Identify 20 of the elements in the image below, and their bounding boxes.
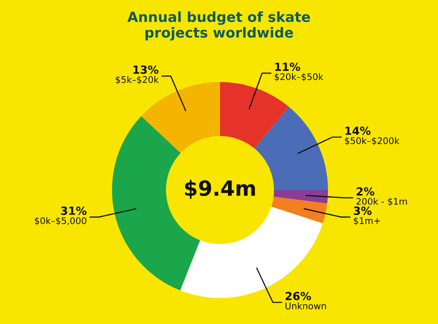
donut-slice [274,190,328,204]
slice-label: $5k–$20k [116,76,159,84]
slice-label: $1m+ [354,217,380,226]
data-label: 13% [133,65,158,74]
slice-label: $20k–$50k [274,73,324,82]
data-label: 26% [286,292,312,300]
data-label: 2% [356,187,374,196]
data-label: 31% [61,206,87,215]
donut-slice [271,196,328,224]
chart-title: Annual budget of skate projects worldwide [127,11,310,41]
data-label: 11% [275,62,300,71]
text: $9.4m [185,180,255,199]
slice-label: $0k–$5,000 [34,217,86,226]
data-label: 3% [354,206,372,215]
slice-label: Unknown [286,302,326,310]
slice-label: $50k–$200k [345,137,400,146]
slice-label: 200k - $1m [356,198,407,206]
donut-slice [254,106,328,190]
data-label: 14% [346,126,370,135]
donut-slice [220,82,289,148]
